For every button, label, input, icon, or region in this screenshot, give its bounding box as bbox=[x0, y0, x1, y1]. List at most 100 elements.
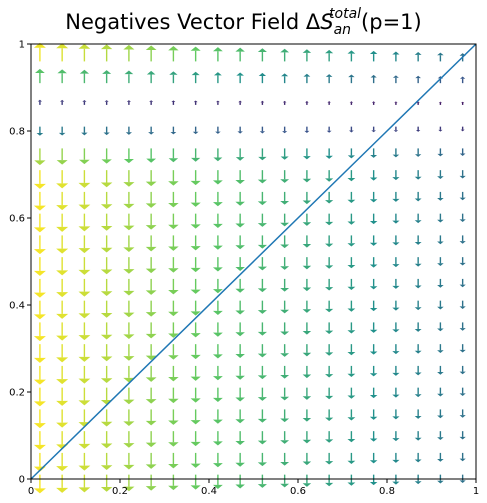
vector-arrow bbox=[82, 99, 87, 105]
vector-arrow bbox=[257, 452, 267, 467]
vector-arrow bbox=[212, 365, 223, 381]
vector-arrow bbox=[33, 365, 46, 385]
vector-arrow bbox=[191, 71, 200, 84]
vector-arrow bbox=[168, 46, 179, 62]
vector-arrow bbox=[347, 387, 356, 399]
vector-arrow bbox=[168, 409, 179, 425]
title-superscript: total bbox=[329, 6, 362, 22]
vector-arrow bbox=[190, 474, 201, 490]
vector-arrow bbox=[190, 322, 201, 338]
vector-arrow bbox=[123, 300, 135, 318]
vector-arrow bbox=[171, 100, 176, 105]
vector-arrow bbox=[257, 474, 267, 488]
vector-arrow bbox=[123, 452, 135, 470]
vector-arrow bbox=[392, 387, 400, 398]
vector-arrow bbox=[392, 431, 400, 442]
vector-arrow bbox=[145, 322, 157, 339]
vector-arrow bbox=[100, 257, 113, 275]
vector-arrow bbox=[459, 300, 466, 309]
vector-arrow bbox=[145, 170, 157, 187]
vector-arrow bbox=[348, 74, 355, 84]
vector-arrow bbox=[437, 191, 444, 201]
vector-arrow bbox=[100, 213, 113, 231]
vector-arrow bbox=[369, 170, 378, 181]
vector-arrow bbox=[257, 387, 267, 401]
vector-arrow bbox=[325, 49, 334, 62]
vector-arrow bbox=[33, 300, 46, 320]
vector-arrow bbox=[145, 257, 157, 274]
vector-arrow bbox=[146, 70, 156, 84]
vector-arrow bbox=[235, 47, 245, 62]
vector-arrow bbox=[56, 213, 69, 232]
vector-arrow bbox=[100, 431, 113, 449]
vector-arrow bbox=[145, 409, 157, 426]
vector-arrow bbox=[347, 365, 356, 377]
vector-arrow bbox=[369, 278, 378, 290]
vector-arrow bbox=[369, 235, 378, 246]
y-tick-label: 0.2 bbox=[9, 388, 25, 399]
vector-arrow bbox=[170, 126, 177, 135]
vector-arrow bbox=[212, 191, 223, 207]
vector-arrow bbox=[235, 191, 245, 206]
vector-arrow bbox=[168, 148, 179, 163]
vector-arrow bbox=[371, 101, 376, 105]
vector-arrow bbox=[302, 170, 312, 183]
vector-arrow bbox=[145, 365, 157, 382]
vector-arrow bbox=[190, 365, 201, 381]
vector-arrow bbox=[78, 43, 91, 62]
vector-arrow bbox=[123, 191, 135, 209]
vector-arrow bbox=[257, 365, 267, 380]
vector-arrow bbox=[78, 474, 91, 493]
vector-arrow bbox=[325, 213, 334, 226]
vector-arrow bbox=[303, 73, 311, 84]
vector-arrow bbox=[78, 431, 91, 449]
vector-arrow bbox=[56, 170, 69, 189]
vector-arrow bbox=[212, 213, 223, 229]
vector-arrow bbox=[437, 322, 444, 332]
vector-arrow bbox=[213, 72, 222, 84]
vector-arrow bbox=[327, 101, 331, 105]
vector-arrow bbox=[146, 148, 157, 163]
vector-arrow bbox=[437, 409, 444, 419]
vector-arrow bbox=[56, 409, 69, 428]
vector-arrow bbox=[325, 257, 334, 269]
vector-arrow bbox=[349, 101, 354, 105]
vector-arrow bbox=[235, 300, 245, 315]
vector-arrow bbox=[347, 300, 356, 312]
vector-arrow bbox=[392, 75, 399, 84]
vector-arrow bbox=[168, 365, 179, 382]
vector-arrow bbox=[257, 344, 267, 358]
vector-arrow bbox=[257, 322, 267, 336]
vector-arrow bbox=[145, 431, 157, 448]
arrow-layer bbox=[33, 42, 466, 494]
vector-arrow bbox=[190, 46, 201, 62]
vector-arrow bbox=[81, 126, 88, 136]
vector-arrow bbox=[369, 300, 378, 312]
vector-arrow bbox=[123, 213, 135, 231]
vector-arrow bbox=[33, 278, 46, 298]
vector-arrow bbox=[100, 344, 113, 362]
vector-arrow bbox=[392, 278, 400, 289]
vector-arrow bbox=[437, 344, 444, 354]
vector-arrow bbox=[193, 100, 198, 105]
vector-arrow bbox=[260, 100, 265, 105]
vector-arrow bbox=[56, 474, 69, 493]
vector-arrow bbox=[102, 70, 112, 84]
vector-arrow bbox=[414, 235, 422, 245]
vector-arrow bbox=[235, 431, 245, 445]
vector-arrow bbox=[369, 191, 378, 203]
vector-arrow bbox=[169, 71, 178, 84]
vector-arrow bbox=[437, 278, 444, 288]
vector-arrow bbox=[280, 278, 290, 292]
vector-arrow bbox=[257, 431, 267, 445]
vector-arrow bbox=[326, 126, 332, 133]
vector-arrow bbox=[79, 148, 90, 165]
vector-arrow bbox=[302, 431, 312, 444]
vector-arrow bbox=[392, 148, 400, 158]
vector-arrow bbox=[212, 170, 223, 185]
vector-arrow bbox=[302, 300, 312, 313]
vector-arrow bbox=[305, 100, 309, 105]
vector-arrow bbox=[257, 213, 267, 227]
vector-arrow bbox=[78, 257, 91, 275]
x-axis: 0 0.2 0.4 0.6 0.8 1 bbox=[28, 479, 479, 497]
